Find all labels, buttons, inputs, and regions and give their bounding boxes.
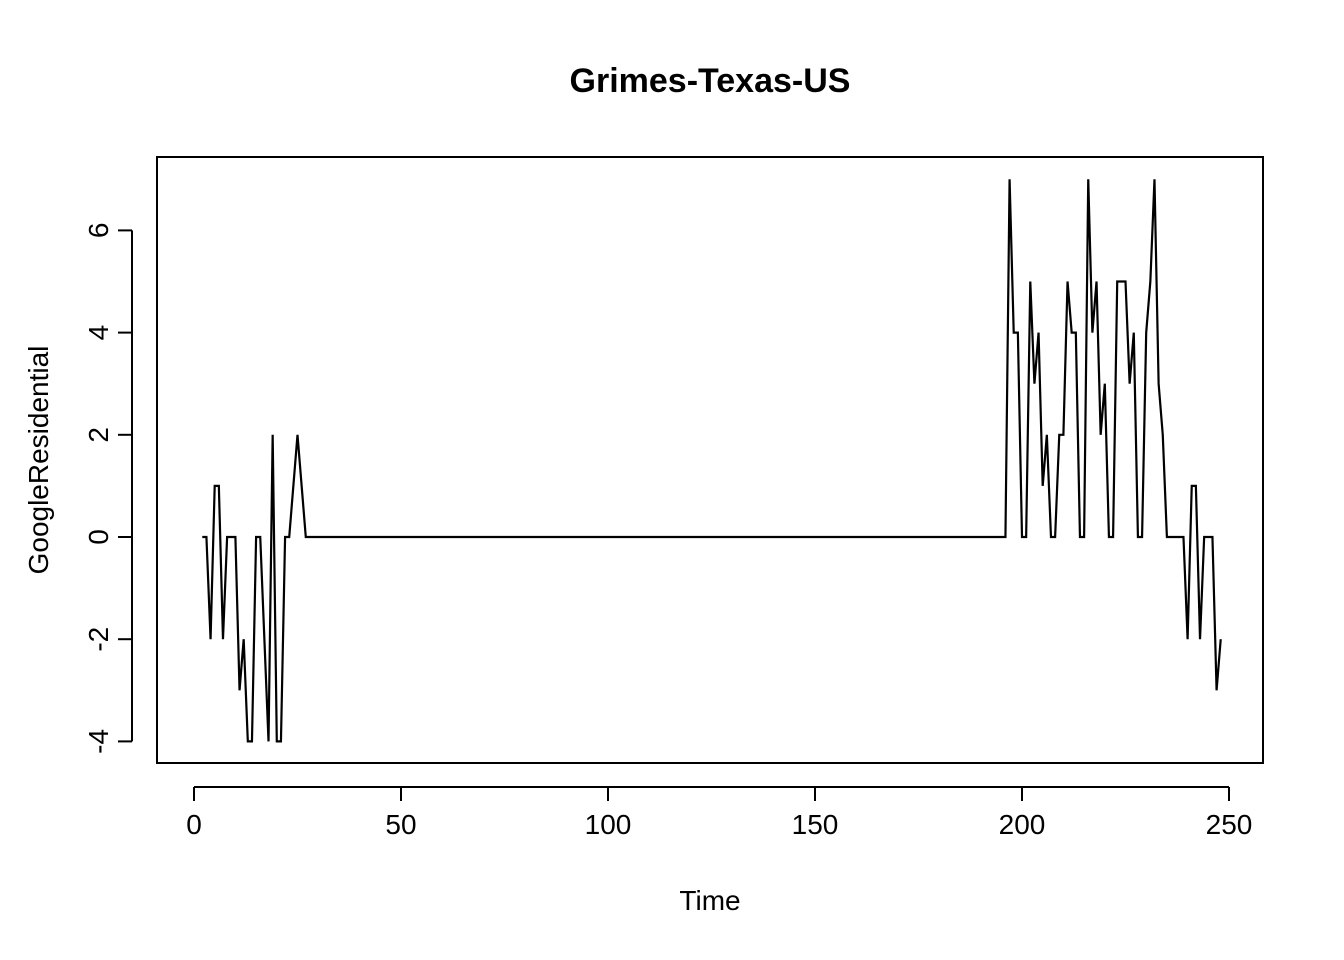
x-tick-label: 50: [385, 809, 416, 840]
series-line: [202, 179, 1222, 743]
x-tick-label: 250: [1206, 809, 1253, 840]
y-tick-label: 0: [83, 529, 114, 545]
x-tick-label: 200: [999, 809, 1046, 840]
y-axis: -4 -2 0 2 4 6: [83, 223, 133, 754]
y-axis-label: GoogleResidential: [23, 346, 54, 575]
chart-title: Grimes-Texas-US: [570, 62, 851, 100]
x-axis-label: Time: [679, 885, 740, 916]
y-tick-label: -2: [83, 627, 114, 652]
y-tick-label: 6: [83, 223, 114, 239]
plot-frame: [156, 156, 1264, 764]
x-tick-label: 100: [585, 809, 632, 840]
x-tick-label: 150: [792, 809, 839, 840]
x-tick-label: 0: [186, 809, 202, 840]
y-tick-label: 4: [83, 325, 114, 341]
x-axis: 0 50 100 150 200 250: [186, 786, 1253, 840]
y-tick-label: 2: [83, 427, 114, 443]
y-tick-label: -4: [83, 729, 114, 754]
